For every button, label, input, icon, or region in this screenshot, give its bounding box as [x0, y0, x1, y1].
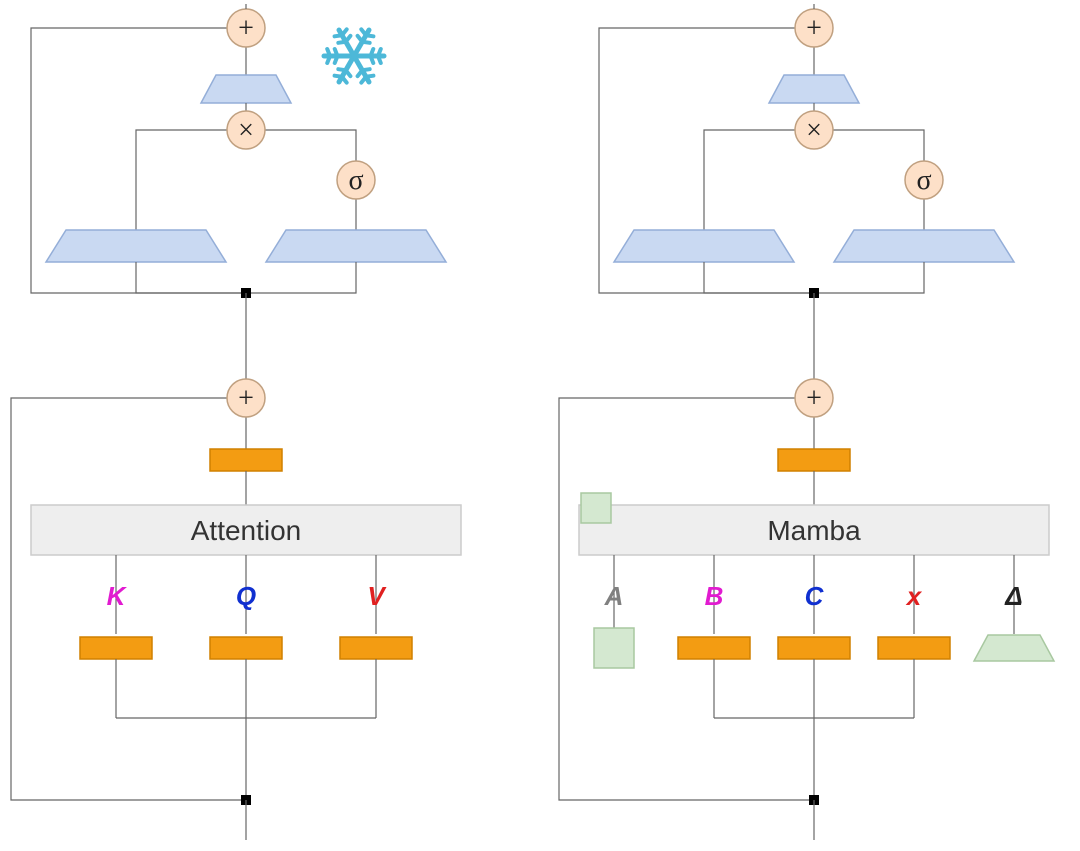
- param-orange-x: [878, 637, 950, 659]
- left-column: + × σ Attention K Q V +: [11, 4, 461, 840]
- add-op-top: +: [227, 9, 265, 47]
- main-block-label: Attention: [191, 515, 302, 546]
- param-label-Δ: Δ: [1004, 581, 1022, 611]
- right-column: + × σ Mamba A B Cx Δ +: [559, 4, 1054, 840]
- param-delta-trap: [974, 635, 1054, 661]
- sigma-op: σ: [905, 161, 943, 199]
- add-op-mid: +: [227, 379, 265, 417]
- param-orange-V: [340, 637, 412, 659]
- param-label-C: C: [805, 581, 825, 611]
- proj-orange-top: [210, 449, 282, 471]
- proj-orange-top: [778, 449, 850, 471]
- diagram-canvas: + × σ Attention K Q V + + × σ Mamba A B Cx Δ +: [0, 0, 1080, 851]
- multiply-op: ×: [795, 111, 833, 149]
- param-orange-B: [678, 637, 750, 659]
- svg-text:×: ×: [806, 115, 822, 146]
- ffn-out-trapezoid: [201, 75, 291, 103]
- svg-text:+: +: [806, 383, 822, 414]
- ffn-up-trapezoid-right: [266, 230, 446, 262]
- ffn-up-trapezoid-left: [614, 230, 794, 262]
- param-label-Q: Q: [236, 581, 256, 611]
- ffn-up-trapezoid-right: [834, 230, 1014, 262]
- param-label-K: K: [107, 581, 128, 611]
- ffn-out-trapezoid: [769, 75, 859, 103]
- svg-text:σ: σ: [916, 165, 931, 196]
- add-op-mid: +: [795, 379, 833, 417]
- svg-text:×: ×: [238, 115, 254, 146]
- param-label-V: V: [367, 581, 387, 611]
- param-orange-Q: [210, 637, 282, 659]
- snowflake-icon: [324, 29, 384, 82]
- param-label-B: B: [705, 581, 724, 611]
- ffn-up-trapezoid-left: [46, 230, 226, 262]
- multiply-op: ×: [227, 111, 265, 149]
- param-label-A: A: [604, 581, 624, 611]
- param-orange-C: [778, 637, 850, 659]
- main-block-label: Mamba: [767, 515, 861, 546]
- svg-text:σ: σ: [348, 165, 363, 196]
- svg-text:+: +: [238, 383, 254, 414]
- add-op-top: +: [795, 9, 833, 47]
- svg-text:+: +: [238, 13, 254, 44]
- param-label-x: x: [905, 581, 923, 611]
- sigma-op: σ: [337, 161, 375, 199]
- param-orange-K: [80, 637, 152, 659]
- param-green-A: [594, 628, 634, 668]
- svg-text:+: +: [806, 13, 822, 44]
- mamba-green-tag: [581, 493, 611, 523]
